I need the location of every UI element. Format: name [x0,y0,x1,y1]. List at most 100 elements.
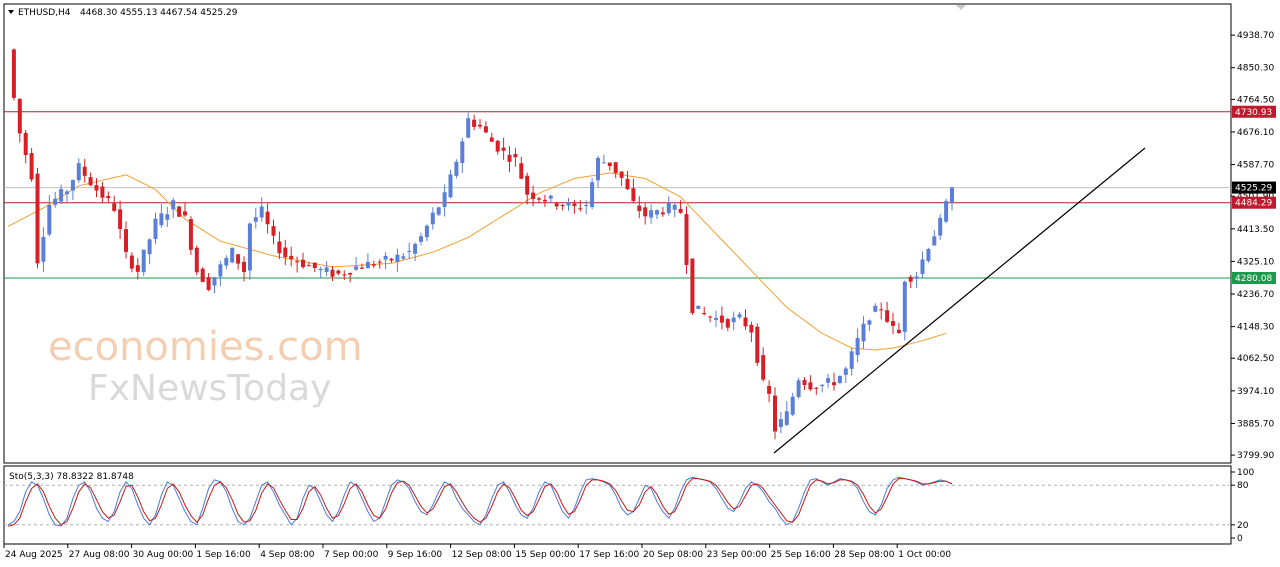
stoch-signal-line[interactable] [7,478,953,527]
candle[interactable] [424,224,429,242]
candle[interactable] [41,227,46,272]
candle[interactable] [147,238,152,265]
candle[interactable] [65,189,69,203]
candle[interactable] [495,139,500,155]
candle[interactable] [76,158,81,183]
candle[interactable] [808,375,813,392]
candle[interactable] [171,197,176,218]
candle[interactable] [619,171,624,187]
candle[interactable] [826,373,831,388]
candle[interactable] [436,206,441,217]
candle[interactable] [560,203,565,211]
candle[interactable] [70,179,75,201]
candle[interactable] [383,251,388,270]
candle[interactable] [348,272,353,283]
candle[interactable] [820,384,825,393]
candle[interactable] [885,301,890,324]
candle[interactable] [548,194,553,203]
candle[interactable] [542,194,547,207]
chart-shift-marker-icon[interactable] [956,5,966,10]
candle[interactable] [230,247,235,264]
candle[interactable] [637,196,642,219]
candle[interactable] [749,321,754,342]
candle[interactable] [631,178,636,204]
candle[interactable] [938,214,943,240]
candle[interactable] [29,147,34,182]
candle[interactable] [35,167,40,269]
candle[interactable] [253,207,258,229]
candle[interactable] [507,146,512,173]
candle[interactable] [867,319,872,332]
candle[interactable] [566,197,571,211]
candle[interactable] [47,195,52,237]
candle[interactable] [832,372,836,391]
candle[interactable] [430,207,435,230]
candle[interactable] [165,206,170,227]
candle[interactable] [725,317,730,332]
candle[interactable] [596,155,600,188]
candle[interactable] [289,246,294,267]
candle[interactable] [206,273,211,292]
candle[interactable] [407,242,412,260]
candle[interactable] [188,216,193,255]
candle[interactable] [778,412,783,434]
candle[interactable] [153,212,158,244]
candle[interactable] [649,204,654,224]
candle[interactable] [802,377,807,391]
candle[interactable] [554,201,559,210]
candle[interactable] [731,311,736,331]
candle[interactable] [100,181,105,203]
candle[interactable] [159,204,164,228]
candle[interactable] [690,258,695,315]
candle[interactable] [743,309,748,330]
candle[interactable] [135,258,140,280]
candle[interactable] [483,121,488,134]
candle[interactable] [365,253,370,269]
candle[interactable] [324,261,329,277]
candle[interactable] [849,347,854,376]
candle[interactable] [737,311,742,320]
candle[interactable] [301,252,305,269]
candle[interactable] [944,198,949,224]
candle[interactable] [625,171,630,191]
candle[interactable] [590,177,595,210]
candle[interactable] [194,245,199,276]
candle[interactable] [59,184,64,204]
candle[interactable] [106,191,111,203]
candle[interactable] [88,172,93,187]
candle[interactable] [129,252,134,273]
candle[interactable] [908,274,913,289]
candle[interactable] [708,315,713,323]
candle[interactable] [843,366,848,383]
candle[interactable] [200,267,205,283]
candle[interactable] [684,206,689,274]
candle[interactable] [607,162,612,171]
candle[interactable] [702,306,707,316]
candle[interactable] [714,310,718,328]
candle[interactable] [183,202,187,217]
candle[interactable] [377,259,382,269]
candle[interactable] [247,222,252,280]
collapse-triangle-icon[interactable] [8,10,14,14]
candle[interactable] [790,392,795,417]
candle[interactable] [519,156,524,180]
candle[interactable] [784,401,789,427]
candle[interactable] [318,266,323,278]
candle[interactable] [513,148,518,167]
candle[interactable] [454,159,459,179]
candle[interactable] [306,262,311,267]
candle[interactable] [891,312,895,335]
candle[interactable] [236,254,241,270]
candle[interactable] [896,322,901,334]
candle[interactable] [660,207,665,217]
candle[interactable] [448,169,453,199]
candle[interactable] [613,161,618,179]
candle[interactable] [773,387,777,440]
candle[interactable] [124,221,128,259]
candle[interactable] [761,347,766,382]
candle[interactable] [861,316,866,349]
candle[interactable] [11,48,16,101]
candle[interactable] [466,112,471,139]
candle[interactable] [655,209,659,220]
